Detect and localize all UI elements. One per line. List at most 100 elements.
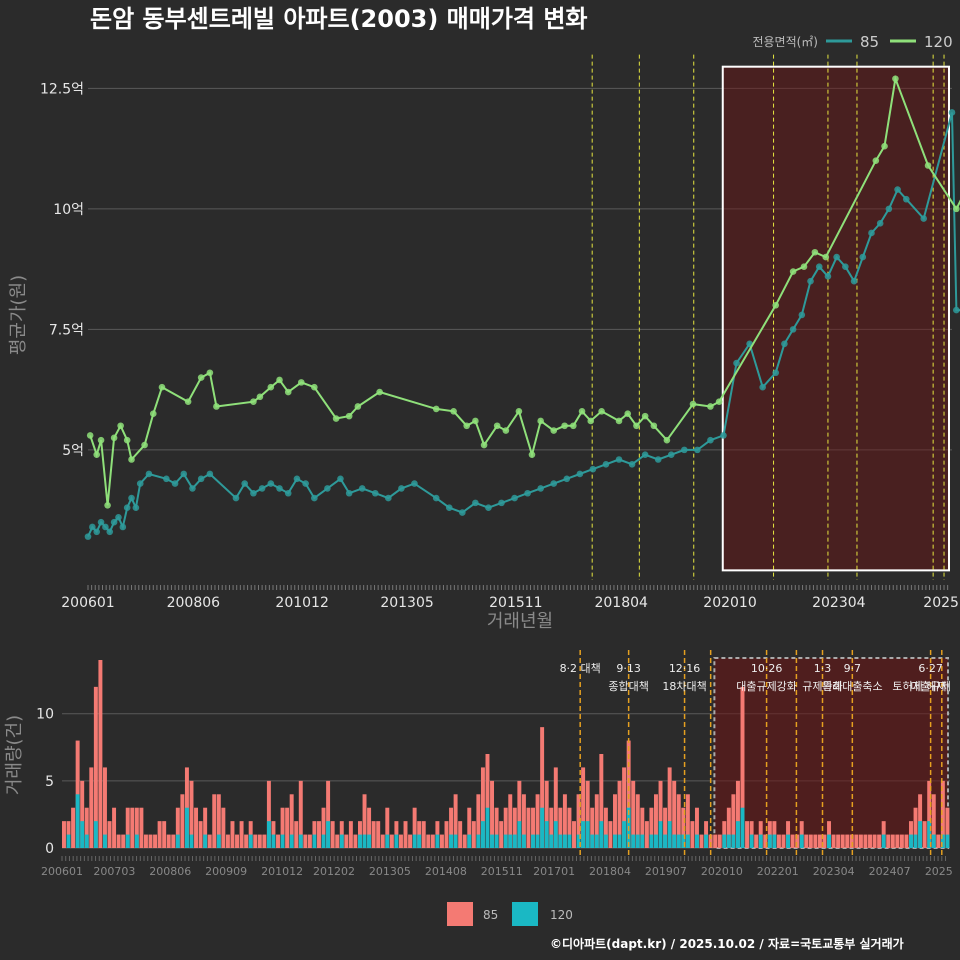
data-point-85 (411, 480, 418, 487)
data-point-120 (345, 412, 353, 420)
bar-120 (694, 834, 699, 848)
bar-x-tick-label: 201012 (261, 865, 303, 878)
bar-120 (203, 834, 208, 848)
bar-120 (722, 834, 727, 848)
legend-label-120: 120 (924, 33, 953, 51)
bar-85 (148, 834, 153, 848)
bar-120 (544, 821, 549, 848)
data-point-85 (163, 475, 170, 483)
bar-120 (726, 834, 731, 848)
data-point-120 (515, 408, 523, 415)
bar-120 (80, 821, 85, 848)
price-chart: 5억 7.5억 10억 12.5억 200601 200806 201012 201305 20… (8, 33, 960, 632)
bar-85 (485, 754, 490, 848)
credit-text: ©디아파트(dapt.kr) / 2025.10.02 / 자료=국토교통부 실… (550, 936, 904, 951)
bar-85 (699, 834, 704, 848)
bar-120 (672, 834, 677, 848)
bar-85 (526, 807, 531, 848)
bar-85 (134, 807, 139, 848)
data-point-120 (872, 157, 880, 164)
data-point-120 (598, 408, 605, 415)
data-point-85 (948, 109, 956, 116)
bar-85 (945, 807, 950, 848)
bar-85 (121, 834, 126, 848)
data-point-120 (811, 248, 819, 256)
bar-85 (80, 780, 85, 848)
bar-85 (398, 834, 403, 848)
data-point-85 (119, 523, 127, 531)
bar-x-tick-label: 201202 (313, 865, 355, 878)
bar-85 (225, 834, 230, 848)
data-point-85 (885, 205, 893, 213)
data-point-85 (842, 263, 849, 271)
bar-120 (480, 821, 485, 848)
bar-120 (599, 821, 604, 848)
policy-annotation: 10·26 (751, 662, 783, 675)
bar-120 (603, 834, 608, 848)
bar-85 (676, 794, 681, 848)
data-point-120 (624, 410, 632, 418)
bar-85 (421, 821, 426, 848)
bar-120 (549, 834, 554, 848)
bar-x-tick-label: 202407 (869, 865, 911, 878)
bar-120 (476, 834, 481, 848)
data-point-120 (432, 405, 440, 413)
bar-85 (512, 807, 517, 848)
data-point-120 (822, 253, 830, 261)
data-point-120 (570, 422, 577, 430)
bar-85 (162, 821, 167, 848)
bar-120 (216, 834, 221, 848)
data-point-85 (798, 311, 806, 319)
bar-120 (184, 807, 189, 848)
bar-85 (344, 834, 349, 848)
y-tick-label: 12.5억 (40, 81, 84, 97)
bar-120 (490, 834, 495, 848)
bar-85 (804, 834, 809, 848)
data-point-85 (385, 494, 392, 502)
data-point-120 (633, 422, 640, 430)
bar-85 (863, 834, 868, 848)
data-point-120 (715, 398, 723, 405)
data-point-120 (892, 75, 899, 83)
bar-85 (102, 767, 107, 848)
bar-85 (886, 834, 891, 848)
bar-85 (453, 794, 458, 848)
data-point-85 (110, 518, 118, 526)
bar-120 (576, 834, 581, 848)
bar-y-tick-label: 5 (45, 774, 54, 790)
data-point-85 (145, 470, 153, 478)
data-point-85 (250, 489, 257, 497)
bar-85 (735, 780, 740, 848)
y-tick-label: 7.5억 (49, 322, 84, 338)
bar-85 (808, 834, 813, 848)
bar-120 (540, 807, 545, 848)
bar-120 (640, 834, 645, 848)
policy-annotation: 규제완화 (802, 680, 842, 693)
bar-85 (480, 767, 485, 848)
legend-label-85: 85 (860, 33, 879, 51)
bar-85 (849, 834, 854, 848)
bar-85 (558, 807, 563, 848)
data-point-85 (284, 489, 292, 497)
bar-85 (157, 821, 162, 848)
bar-120 (453, 834, 458, 848)
bar-120 (508, 834, 513, 848)
bar-85 (590, 807, 595, 848)
data-point-120 (213, 403, 220, 410)
bar-85 (658, 780, 663, 848)
bar-120 (494, 834, 499, 848)
data-point-120 (480, 441, 488, 449)
policy-annotation: 1·3 (814, 662, 832, 675)
bar-85 (817, 834, 822, 848)
bar-120 (931, 834, 936, 848)
data-point-85 (850, 277, 858, 285)
bar-highlight-period (713, 657, 949, 849)
data-point-85 (123, 504, 131, 512)
bar-120 (189, 834, 194, 848)
data-point-120 (104, 501, 111, 509)
x-tick-label: 202304 (812, 595, 866, 611)
data-point-85 (681, 446, 688, 454)
bar-120 (681, 834, 686, 848)
bar-85 (940, 780, 945, 848)
